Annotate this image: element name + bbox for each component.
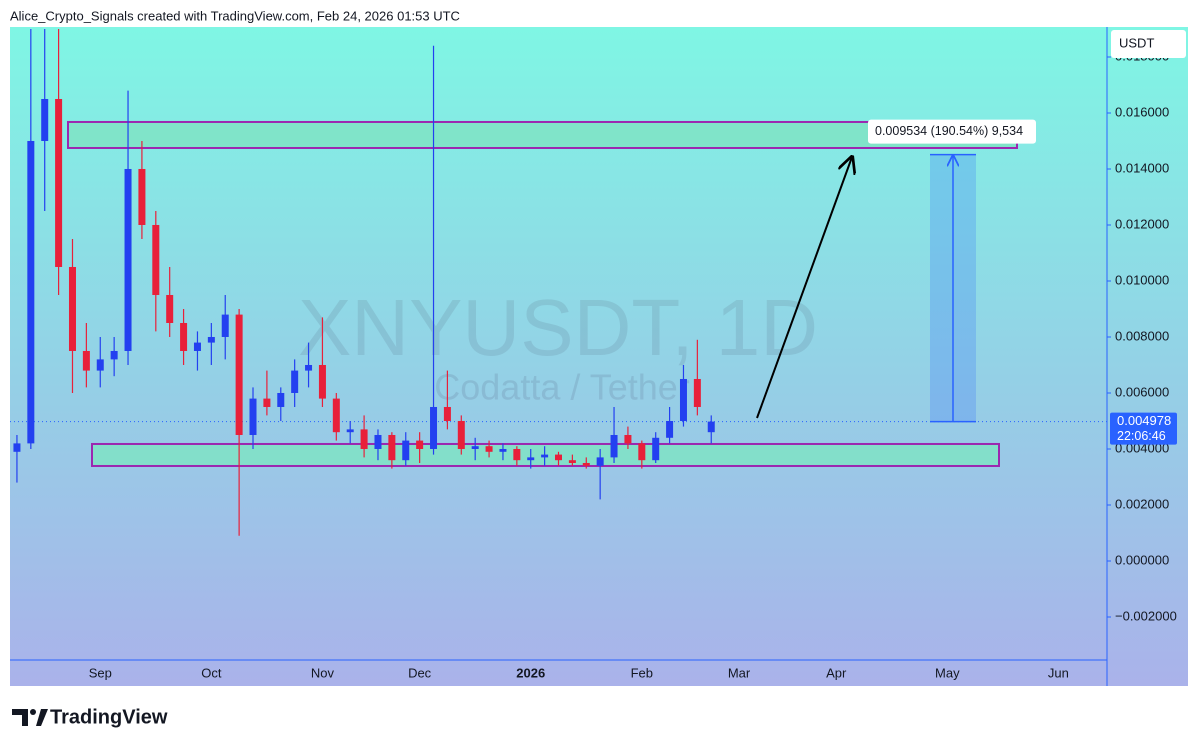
candle-body <box>416 440 424 449</box>
candle-body <box>707 421 715 433</box>
candle-body <box>291 370 299 393</box>
candle-body <box>68 266 76 351</box>
last-price-box <box>1110 412 1177 445</box>
candle-body <box>207 336 215 343</box>
candle-body <box>124 168 132 351</box>
candle-body <box>443 406 451 421</box>
y-tick-label: 0.010000 <box>1115 272 1169 287</box>
candle-body <box>221 314 229 337</box>
candle-body <box>499 448 507 452</box>
candle-body <box>346 429 354 433</box>
x-tick-label: Oct <box>201 665 222 680</box>
candle-body <box>193 342 201 351</box>
price-zone <box>67 120 1018 149</box>
candle-body <box>541 454 549 458</box>
candle-body <box>402 440 410 461</box>
y-tick-label: 0.008000 <box>1115 328 1169 343</box>
y-tick-label: −0.002000 <box>1115 608 1177 623</box>
x-tick-label: Nov <box>311 665 335 680</box>
candle-body <box>527 457 535 461</box>
x-tick-label: 2026 <box>516 665 545 680</box>
watermark-subtitle: Codatta / Tether <box>434 367 690 408</box>
candle-body <box>55 98 63 267</box>
x-tick-label: Feb <box>631 665 653 680</box>
footer: TradingView <box>50 706 168 728</box>
x-tick-label: Sep <box>89 665 112 680</box>
candle-body <box>13 443 21 452</box>
currency-box <box>1111 30 1186 58</box>
candle-body <box>166 294 174 323</box>
candle-body <box>388 434 396 461</box>
x-tick-label: Jun <box>1048 665 1069 680</box>
y-tick-label: 0.012000 <box>1115 216 1169 231</box>
y-tick-label: 0.000000 <box>1115 552 1169 567</box>
candle-body <box>305 364 313 371</box>
x-tick-label: May <box>935 665 960 680</box>
currency: USDT <box>1119 35 1154 50</box>
measure-label: 0.009534 (190.54%) 9,534 <box>875 124 1023 138</box>
projection-arrow <box>756 157 852 419</box>
candle-body <box>318 364 326 399</box>
candle-body <box>485 446 493 452</box>
candle-body <box>666 420 674 438</box>
candle-body <box>249 398 257 435</box>
candle-body <box>471 446 479 449</box>
x-tick-label: Apr <box>826 665 847 680</box>
candle-body <box>430 406 438 449</box>
logo-mark <box>12 709 28 726</box>
candle-body <box>679 378 687 421</box>
candle-body <box>374 434 382 449</box>
y-tick-label: 0.016000 <box>1115 104 1169 119</box>
y-tick-label: 0.006000 <box>1115 384 1169 399</box>
candle-body <box>638 443 646 461</box>
measure-label-box <box>868 119 1036 144</box>
candle-body <box>624 434 632 444</box>
logo-slash <box>36 709 48 726</box>
candle-body <box>41 98 49 141</box>
candle-body <box>82 350 90 371</box>
x-tick-label: Mar <box>728 665 751 680</box>
candle-body <box>652 437 660 461</box>
candle-body <box>568 460 576 463</box>
candle-body <box>360 429 368 449</box>
x-tick-label: Dec <box>408 665 432 680</box>
candle-body <box>513 448 521 461</box>
candle-body <box>610 434 618 458</box>
candle-body <box>555 454 562 461</box>
y-tick-label: 0.002000 <box>1115 496 1169 511</box>
countdown: 22:06:46 <box>1117 429 1166 443</box>
candle-body <box>582 462 590 466</box>
candle-body <box>332 398 340 433</box>
candle-body <box>152 224 160 295</box>
candle-body <box>96 359 104 371</box>
candle-body <box>457 420 465 449</box>
y-tick-label: 0.014000 <box>1115 160 1169 175</box>
last-price-label: 0.004978 <box>1117 413 1171 428</box>
candle-body <box>277 392 285 407</box>
candle-body <box>110 350 118 360</box>
candle-body <box>138 168 146 225</box>
candle-body <box>596 457 604 466</box>
header: Alice_Crypto_Signals created with Tradin… <box>10 8 460 23</box>
candle-body <box>27 140 35 444</box>
candle-body <box>693 378 701 407</box>
candle-body <box>235 314 243 435</box>
logo-dot <box>30 709 36 715</box>
watermark: XNYUSDT, 1D <box>298 283 818 372</box>
candle-body <box>263 398 271 407</box>
footer-logo: TradingView <box>12 706 168 728</box>
candle-body <box>180 322 188 351</box>
